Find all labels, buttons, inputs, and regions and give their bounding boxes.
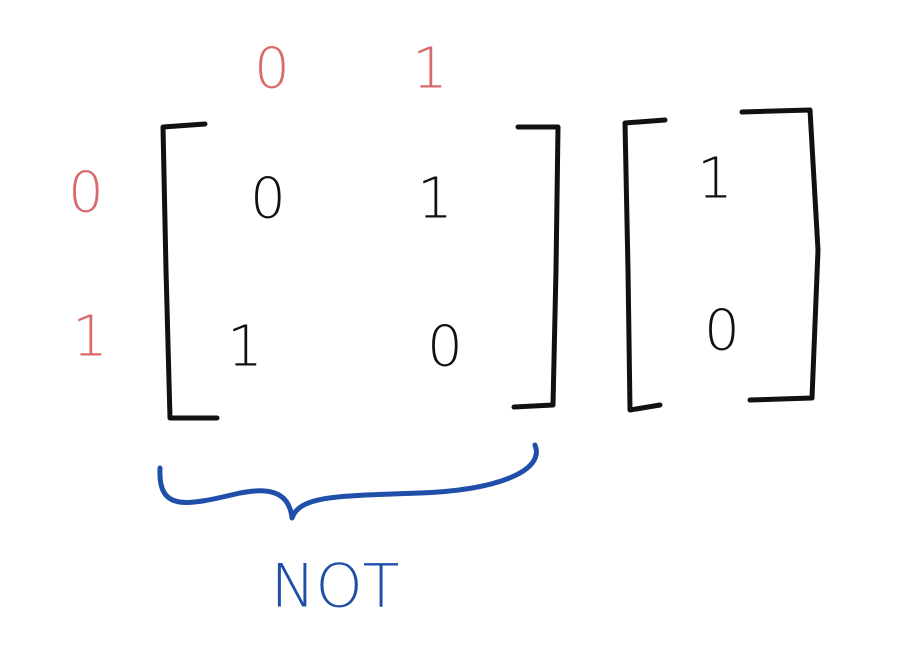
brace-label: NOT: [271, 552, 400, 622]
matrix-cell: 1: [227, 314, 263, 379]
matrix-right-bracket: [511, 124, 561, 410]
matrix-cell: 0: [427, 314, 463, 379]
vector-left-bracket: [622, 117, 668, 413]
row-label: 0: [68, 160, 104, 225]
brace: [157, 442, 539, 521]
matrix-left-bracket: [160, 121, 220, 421]
vector-cell: 1: [697, 146, 733, 211]
column-label: 1: [412, 36, 448, 101]
matrix-cell: 0: [250, 166, 286, 231]
matrix-cell: 1: [417, 166, 453, 231]
vector-right-bracket: [739, 107, 821, 403]
row-label: 1: [72, 304, 108, 369]
vector-cell: 0: [704, 298, 740, 363]
column-label: 0: [254, 36, 290, 101]
